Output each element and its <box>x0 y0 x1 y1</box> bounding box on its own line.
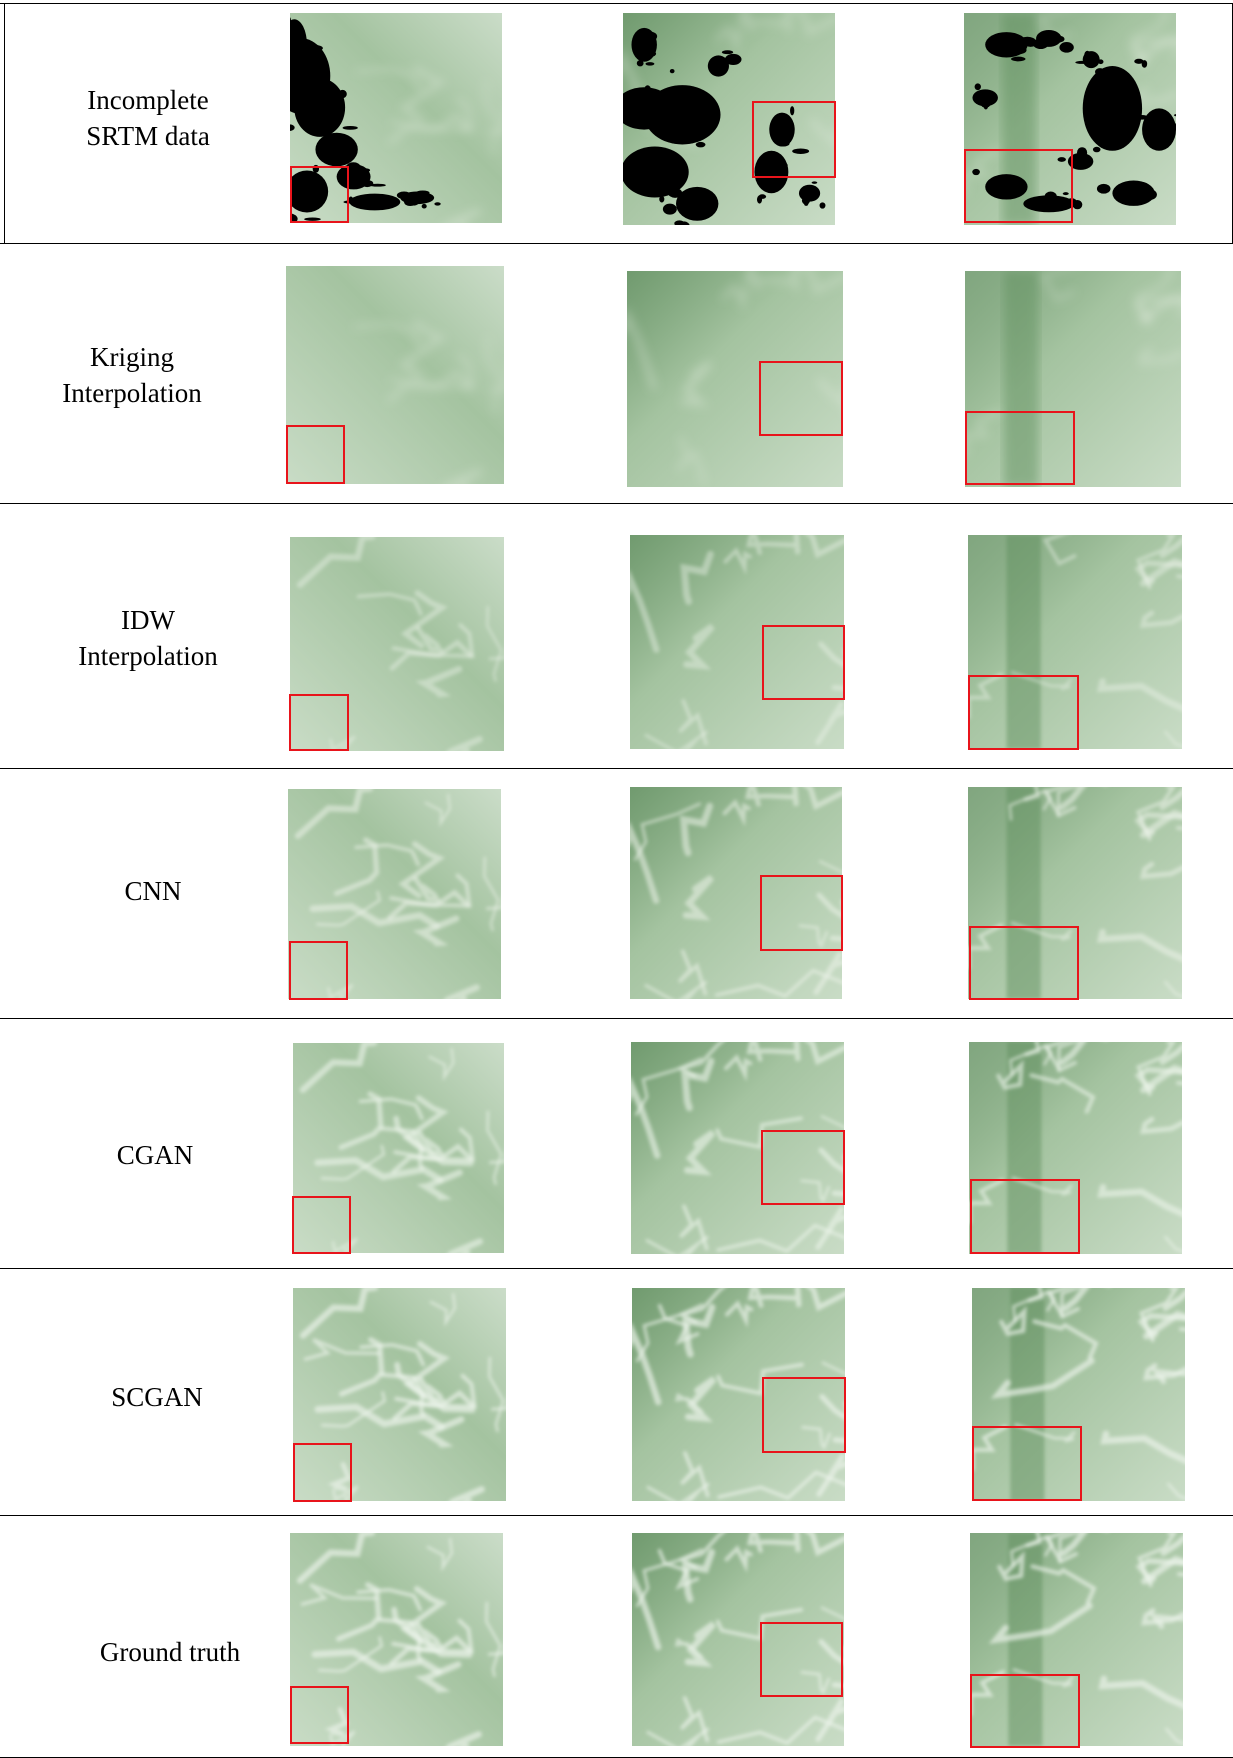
dem-render <box>964 13 1176 225</box>
dem-tile-cnn-1 <box>288 789 501 999</box>
dem-tile-scgan-3 <box>972 1288 1185 1501</box>
row-divider <box>0 1515 1233 1516</box>
highlight-box <box>969 926 1079 1000</box>
dem-render <box>290 1533 503 1746</box>
row-divider <box>0 1018 1233 1019</box>
table-top-rule <box>0 3 1233 4</box>
row-label-line: Interpolation <box>62 378 202 408</box>
dem-render <box>972 1288 1185 1501</box>
row-label-incomplete: Incomplete SRTM data <box>28 82 268 154</box>
row-divider <box>0 768 1233 769</box>
table-left-rule <box>4 3 5 243</box>
highlight-box <box>968 675 1079 750</box>
dem-tile-scgan-2 <box>632 1288 845 1501</box>
dem-render <box>627 271 843 487</box>
dem-render <box>293 1288 506 1501</box>
highlight-box <box>965 411 1075 485</box>
highlight-box <box>760 1622 843 1697</box>
row-label-scgan: SCGAN <box>37 1379 277 1415</box>
dem-render <box>293 1043 504 1253</box>
dem-tile-cgan-3 <box>969 1042 1182 1254</box>
highlight-box <box>289 694 349 751</box>
highlight-box <box>752 101 836 178</box>
highlight-box <box>292 1196 351 1254</box>
dem-render <box>631 1042 844 1254</box>
row-label-line: CNN <box>124 876 182 906</box>
dem-tile-incomplete-2 <box>623 13 835 225</box>
dem-render <box>632 1533 844 1746</box>
highlight-box <box>970 1674 1080 1748</box>
dem-tile-cgan-2 <box>631 1042 844 1254</box>
dem-render <box>290 537 504 751</box>
row-label-cgan: CGAN <box>35 1137 275 1173</box>
row-label-line: Interpolation <box>78 641 218 671</box>
row-label-line: SCGAN <box>111 1382 203 1412</box>
dem-tile-idw-2 <box>630 535 844 749</box>
row-divider <box>0 243 1233 244</box>
row-divider <box>0 503 1233 504</box>
row-label-line: CGAN <box>116 1140 194 1170</box>
row-label-line: SRTM data <box>86 121 210 151</box>
dem-tile-kriging-2 <box>627 271 843 487</box>
dem-render <box>623 13 835 225</box>
dem-tile-idw-1 <box>290 537 504 751</box>
dem-tile-cnn-2 <box>630 787 842 999</box>
dem-tile-cnn-3 <box>968 787 1182 999</box>
dem-tile-idw-3 <box>968 535 1182 749</box>
row-divider <box>0 1268 1233 1269</box>
highlight-box <box>964 149 1073 223</box>
row-label-ground-truth: Ground truth <box>50 1634 290 1670</box>
highlight-box <box>972 1426 1082 1501</box>
dem-tile-kriging-1 <box>286 266 504 484</box>
highlight-box <box>290 1686 349 1744</box>
row-label-line: Ground truth <box>99 1637 241 1667</box>
row-label-cnn: CNN <box>33 873 273 909</box>
row-label-idw: IDW Interpolation <box>28 602 268 674</box>
highlight-box <box>286 425 345 484</box>
dem-render <box>970 1533 1183 1746</box>
highlight-box <box>759 361 843 436</box>
highlight-box <box>762 625 845 700</box>
row-label-kriging: Kriging Interpolation <box>12 339 252 411</box>
dem-tile-ground-truth-2 <box>632 1533 844 1746</box>
highlight-box <box>293 1443 352 1502</box>
highlight-box <box>761 1130 845 1205</box>
dem-render <box>286 266 504 484</box>
dem-tile-incomplete-3 <box>964 13 1176 225</box>
dem-tile-ground-truth-1 <box>290 1533 503 1746</box>
row-label-line: Incomplete <box>87 85 209 115</box>
highlight-box <box>290 166 349 223</box>
dem-render <box>288 789 501 999</box>
dem-tile-ground-truth-3 <box>970 1533 1183 1746</box>
dem-render <box>630 535 844 749</box>
row-label-line: IDW <box>121 605 175 635</box>
highlight-box <box>289 941 348 1000</box>
dem-render <box>630 787 842 999</box>
dem-tile-cgan-1 <box>293 1043 504 1253</box>
dem-render <box>968 535 1182 749</box>
highlight-box <box>760 875 843 951</box>
highlight-box <box>762 1377 846 1453</box>
dem-tile-incomplete-1 <box>290 13 502 223</box>
highlight-box <box>970 1179 1080 1254</box>
dem-render <box>290 13 502 223</box>
dem-render <box>968 787 1182 999</box>
dem-tile-scgan-1 <box>293 1288 506 1501</box>
dem-render <box>969 1042 1182 1254</box>
dem-render <box>632 1288 845 1501</box>
row-label-line: Kriging <box>90 342 174 372</box>
